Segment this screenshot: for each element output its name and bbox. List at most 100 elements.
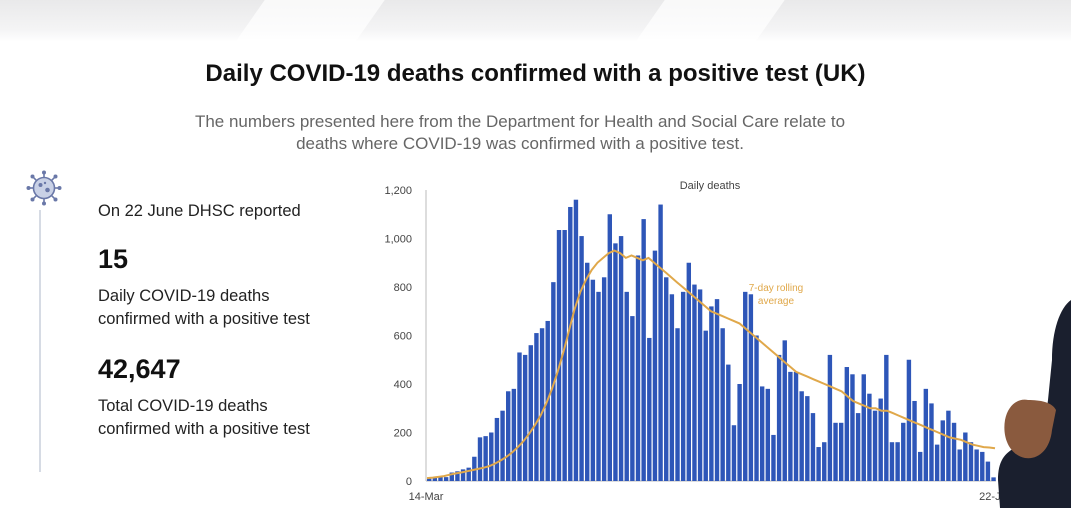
bar [867, 393, 872, 481]
bar [714, 299, 720, 481]
bar [438, 476, 443, 481]
bar [686, 262, 692, 481]
bar [816, 447, 821, 481]
bar [585, 262, 590, 481]
bar [652, 250, 658, 481]
daily-label-line-1: Daily COVID-19 deaths [98, 287, 270, 305]
bar [607, 214, 612, 481]
bar [884, 354, 889, 481]
bar [647, 337, 652, 481]
bar [946, 410, 951, 481]
y-tick-label: 400 [394, 379, 412, 391]
bar [748, 294, 754, 481]
bar [443, 477, 449, 481]
rolling-average-line [426, 249, 996, 480]
bar [664, 277, 669, 481]
bar [703, 330, 708, 481]
bar [934, 444, 940, 481]
daily-deaths-value: 15 [98, 244, 129, 274]
subtitle-line-2: deaths where COVID-19 was confirmed with… [296, 134, 744, 153]
bar [827, 354, 833, 481]
bar [675, 328, 680, 481]
band-stripe [235, 0, 385, 42]
bar [850, 374, 855, 481]
total-label-line-1: Total COVID-19 deaths [98, 397, 268, 415]
total-deaths-label: Total COVID-19 deaths confirmed with a p… [98, 395, 368, 441]
bar [980, 451, 985, 481]
bar [878, 398, 883, 481]
bar [889, 442, 895, 481]
bar [534, 333, 539, 481]
bar [754, 335, 759, 481]
bar [669, 294, 675, 481]
bar [556, 230, 562, 481]
total-deaths-value: 42,647 [98, 354, 181, 384]
bar [771, 434, 776, 481]
y-tick-label: 1,000 [384, 234, 412, 246]
bar [872, 410, 878, 481]
bar [838, 422, 844, 481]
bar [618, 236, 624, 481]
daily-deaths-label: Daily COVID-19 deaths confirmed with a p… [98, 285, 368, 331]
rolling-average-annotation-line-2: average [758, 296, 795, 307]
bar [793, 371, 799, 481]
reported-date: On 22 June DHSC reported [98, 202, 301, 220]
bar [630, 316, 635, 481]
bar [844, 367, 850, 481]
bar [957, 449, 962, 481]
bar [449, 472, 454, 481]
bar [940, 420, 945, 481]
bar [477, 437, 483, 481]
daily-label-line-2: confirmed with a positive test [98, 310, 310, 328]
bar [923, 388, 929, 481]
top-band [0, 0, 1071, 42]
bar [951, 422, 957, 481]
subtitle-line-1: The numbers presented here from the Depa… [194, 112, 846, 131]
bar [861, 374, 866, 481]
bar [912, 400, 917, 481]
bar [810, 413, 816, 481]
virus-icon [26, 170, 62, 206]
page-subtitle: The numbers presented here from the Depa… [120, 111, 920, 155]
bar [460, 469, 466, 481]
y-tick-label: 200 [394, 428, 412, 440]
y-tick-label: 600 [394, 331, 412, 343]
bar [985, 461, 991, 481]
bar [427, 478, 432, 481]
bar [522, 354, 528, 481]
bar [743, 291, 748, 481]
bar [917, 451, 923, 481]
rolling-average-annotation-line-1: 7-day rolling [749, 283, 803, 294]
bar [991, 477, 996, 481]
bar [895, 442, 900, 481]
bar [635, 255, 641, 481]
bar [822, 442, 827, 481]
bar [539, 328, 545, 481]
bar [506, 391, 511, 481]
bar [963, 432, 968, 481]
band-stripe [635, 0, 785, 42]
bar [483, 436, 488, 481]
bar [489, 432, 494, 481]
bar [726, 364, 731, 481]
bar [833, 422, 838, 481]
bar [709, 306, 714, 481]
bar [968, 442, 974, 481]
bar [590, 279, 596, 481]
timeline-line [39, 210, 41, 472]
bar [929, 403, 934, 481]
bar [511, 388, 517, 481]
bar [901, 422, 906, 481]
bar [720, 328, 725, 481]
bar [799, 391, 804, 481]
y-tick-label: 1,200 [384, 185, 412, 197]
bar [776, 354, 782, 481]
bar [658, 204, 663, 482]
bar [562, 230, 567, 481]
y-tick-label: 800 [394, 282, 412, 294]
page-title: Daily COVID-19 deaths confirmed with a p… [205, 60, 866, 87]
daily-deaths-chart: Daily deaths 0 200 400 600 800 1,000 1,200 7-d… [384, 180, 1012, 503]
total-label-line-2: confirmed with a positive test [98, 420, 310, 438]
bar [731, 425, 737, 481]
bar [551, 282, 556, 481]
